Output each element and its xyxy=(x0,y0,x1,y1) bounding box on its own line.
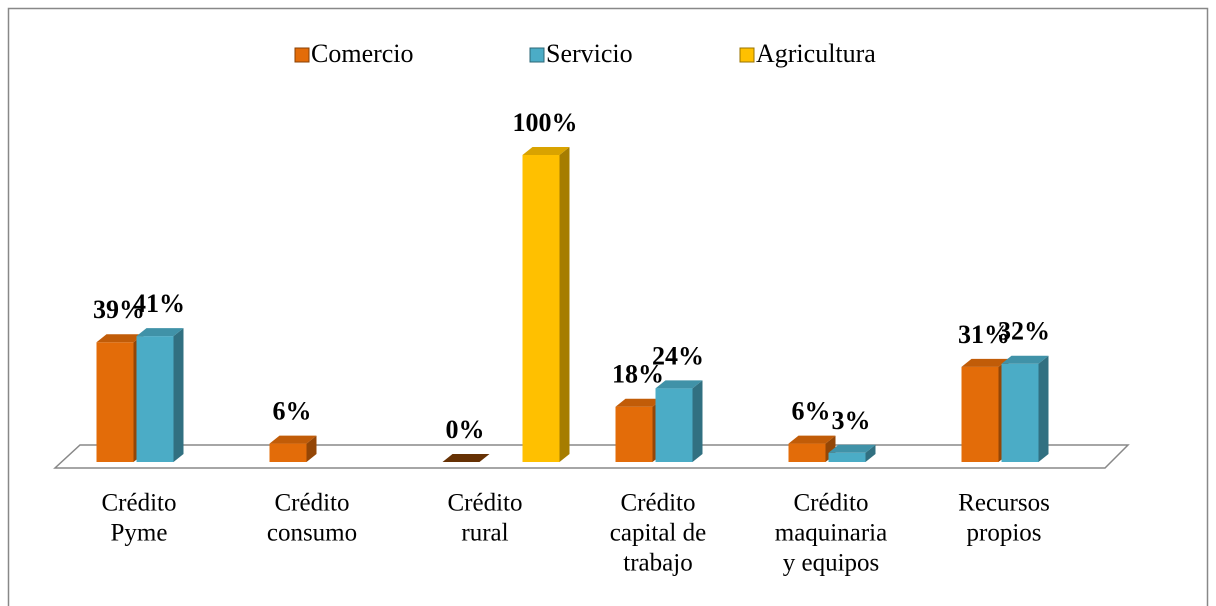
x-tick-label: Recursos xyxy=(958,490,1050,517)
bar-top xyxy=(269,435,317,444)
bar-front xyxy=(96,342,134,462)
data-label: 39% xyxy=(93,295,145,324)
bar-front xyxy=(788,443,826,462)
bar-side xyxy=(559,147,570,462)
bar-front xyxy=(828,452,866,462)
x-tick-label: consumo xyxy=(267,520,357,547)
bar-top xyxy=(136,328,184,337)
data-label: 24% xyxy=(652,341,704,370)
bar-top xyxy=(1001,355,1049,364)
data-label: 18% xyxy=(612,360,664,389)
x-tick-label: propios xyxy=(967,520,1042,547)
x-tick-label: trabajo xyxy=(623,550,692,577)
bar-front xyxy=(269,443,307,462)
bar-front xyxy=(961,366,999,462)
bar-front xyxy=(655,388,693,462)
legend-swatch xyxy=(529,47,545,63)
legend-swatch xyxy=(294,47,310,63)
bar-front xyxy=(136,336,174,462)
x-tick-label: Pyme xyxy=(111,520,168,547)
x-tick-label: Crédito xyxy=(275,490,350,517)
legend-label: Servicio xyxy=(546,39,633,68)
x-tick-label: Crédito xyxy=(448,490,523,517)
bar-front xyxy=(615,406,653,462)
bar-front xyxy=(1001,363,1039,462)
x-tick-label: capital de xyxy=(610,520,706,547)
bar-side xyxy=(306,435,317,462)
x-tick-label: Crédito xyxy=(794,490,869,517)
x-tick-label: y equipos xyxy=(783,550,880,577)
data-label: 100% xyxy=(513,108,578,137)
bar-front xyxy=(522,155,560,462)
bar-top xyxy=(96,334,144,343)
legend-swatch xyxy=(739,47,755,63)
bar-top xyxy=(961,358,1009,367)
bar-top xyxy=(615,398,663,407)
bar-top xyxy=(655,380,703,389)
data-label: 31% xyxy=(958,320,1010,349)
bar-top xyxy=(442,454,490,462)
chart-border xyxy=(7,7,1209,606)
x-tick-label: Crédito xyxy=(621,490,696,517)
data-label: 6% xyxy=(273,397,312,426)
data-label: 6% xyxy=(792,397,831,426)
x-tick-label: Crédito xyxy=(102,490,177,517)
legend-label: Comercio xyxy=(311,39,414,68)
bar-side xyxy=(865,444,876,462)
data-label: 0% xyxy=(446,415,485,444)
legend-label: Agricultura xyxy=(756,39,876,68)
data-label: 32% xyxy=(998,317,1050,346)
bar-top xyxy=(522,147,570,155)
data-label: 3% xyxy=(832,406,871,435)
bar-side xyxy=(173,328,184,462)
bar-side xyxy=(692,380,703,462)
data-label: 41% xyxy=(133,289,185,318)
x-tick-label: rural xyxy=(461,520,508,547)
bar-top xyxy=(788,435,836,444)
bar-side xyxy=(1038,355,1049,462)
x-tick-label: maquinaria xyxy=(775,520,887,547)
bar-top xyxy=(828,444,876,453)
